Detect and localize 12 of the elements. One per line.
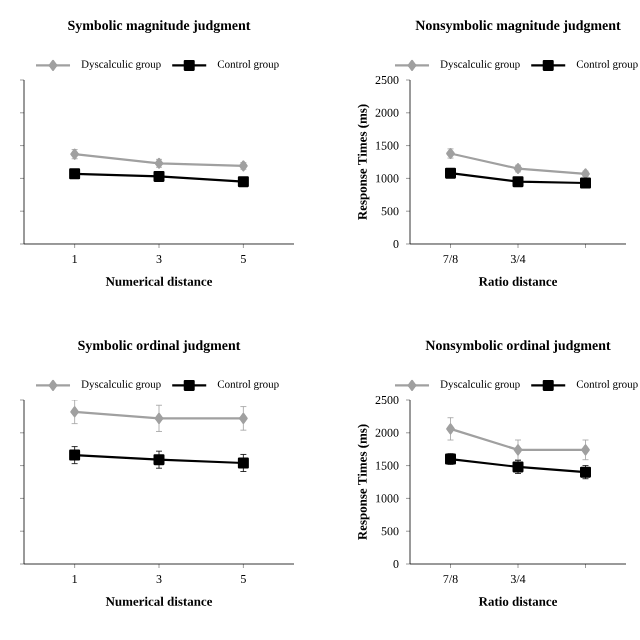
point bbox=[69, 168, 81, 180]
point bbox=[512, 176, 524, 188]
point bbox=[154, 412, 164, 424]
point bbox=[513, 444, 523, 456]
point bbox=[581, 444, 590, 456]
point bbox=[70, 406, 80, 418]
point bbox=[238, 412, 248, 424]
point bbox=[446, 423, 455, 435]
point bbox=[153, 454, 165, 466]
point bbox=[445, 167, 457, 179]
point bbox=[237, 176, 249, 188]
point bbox=[153, 170, 165, 182]
